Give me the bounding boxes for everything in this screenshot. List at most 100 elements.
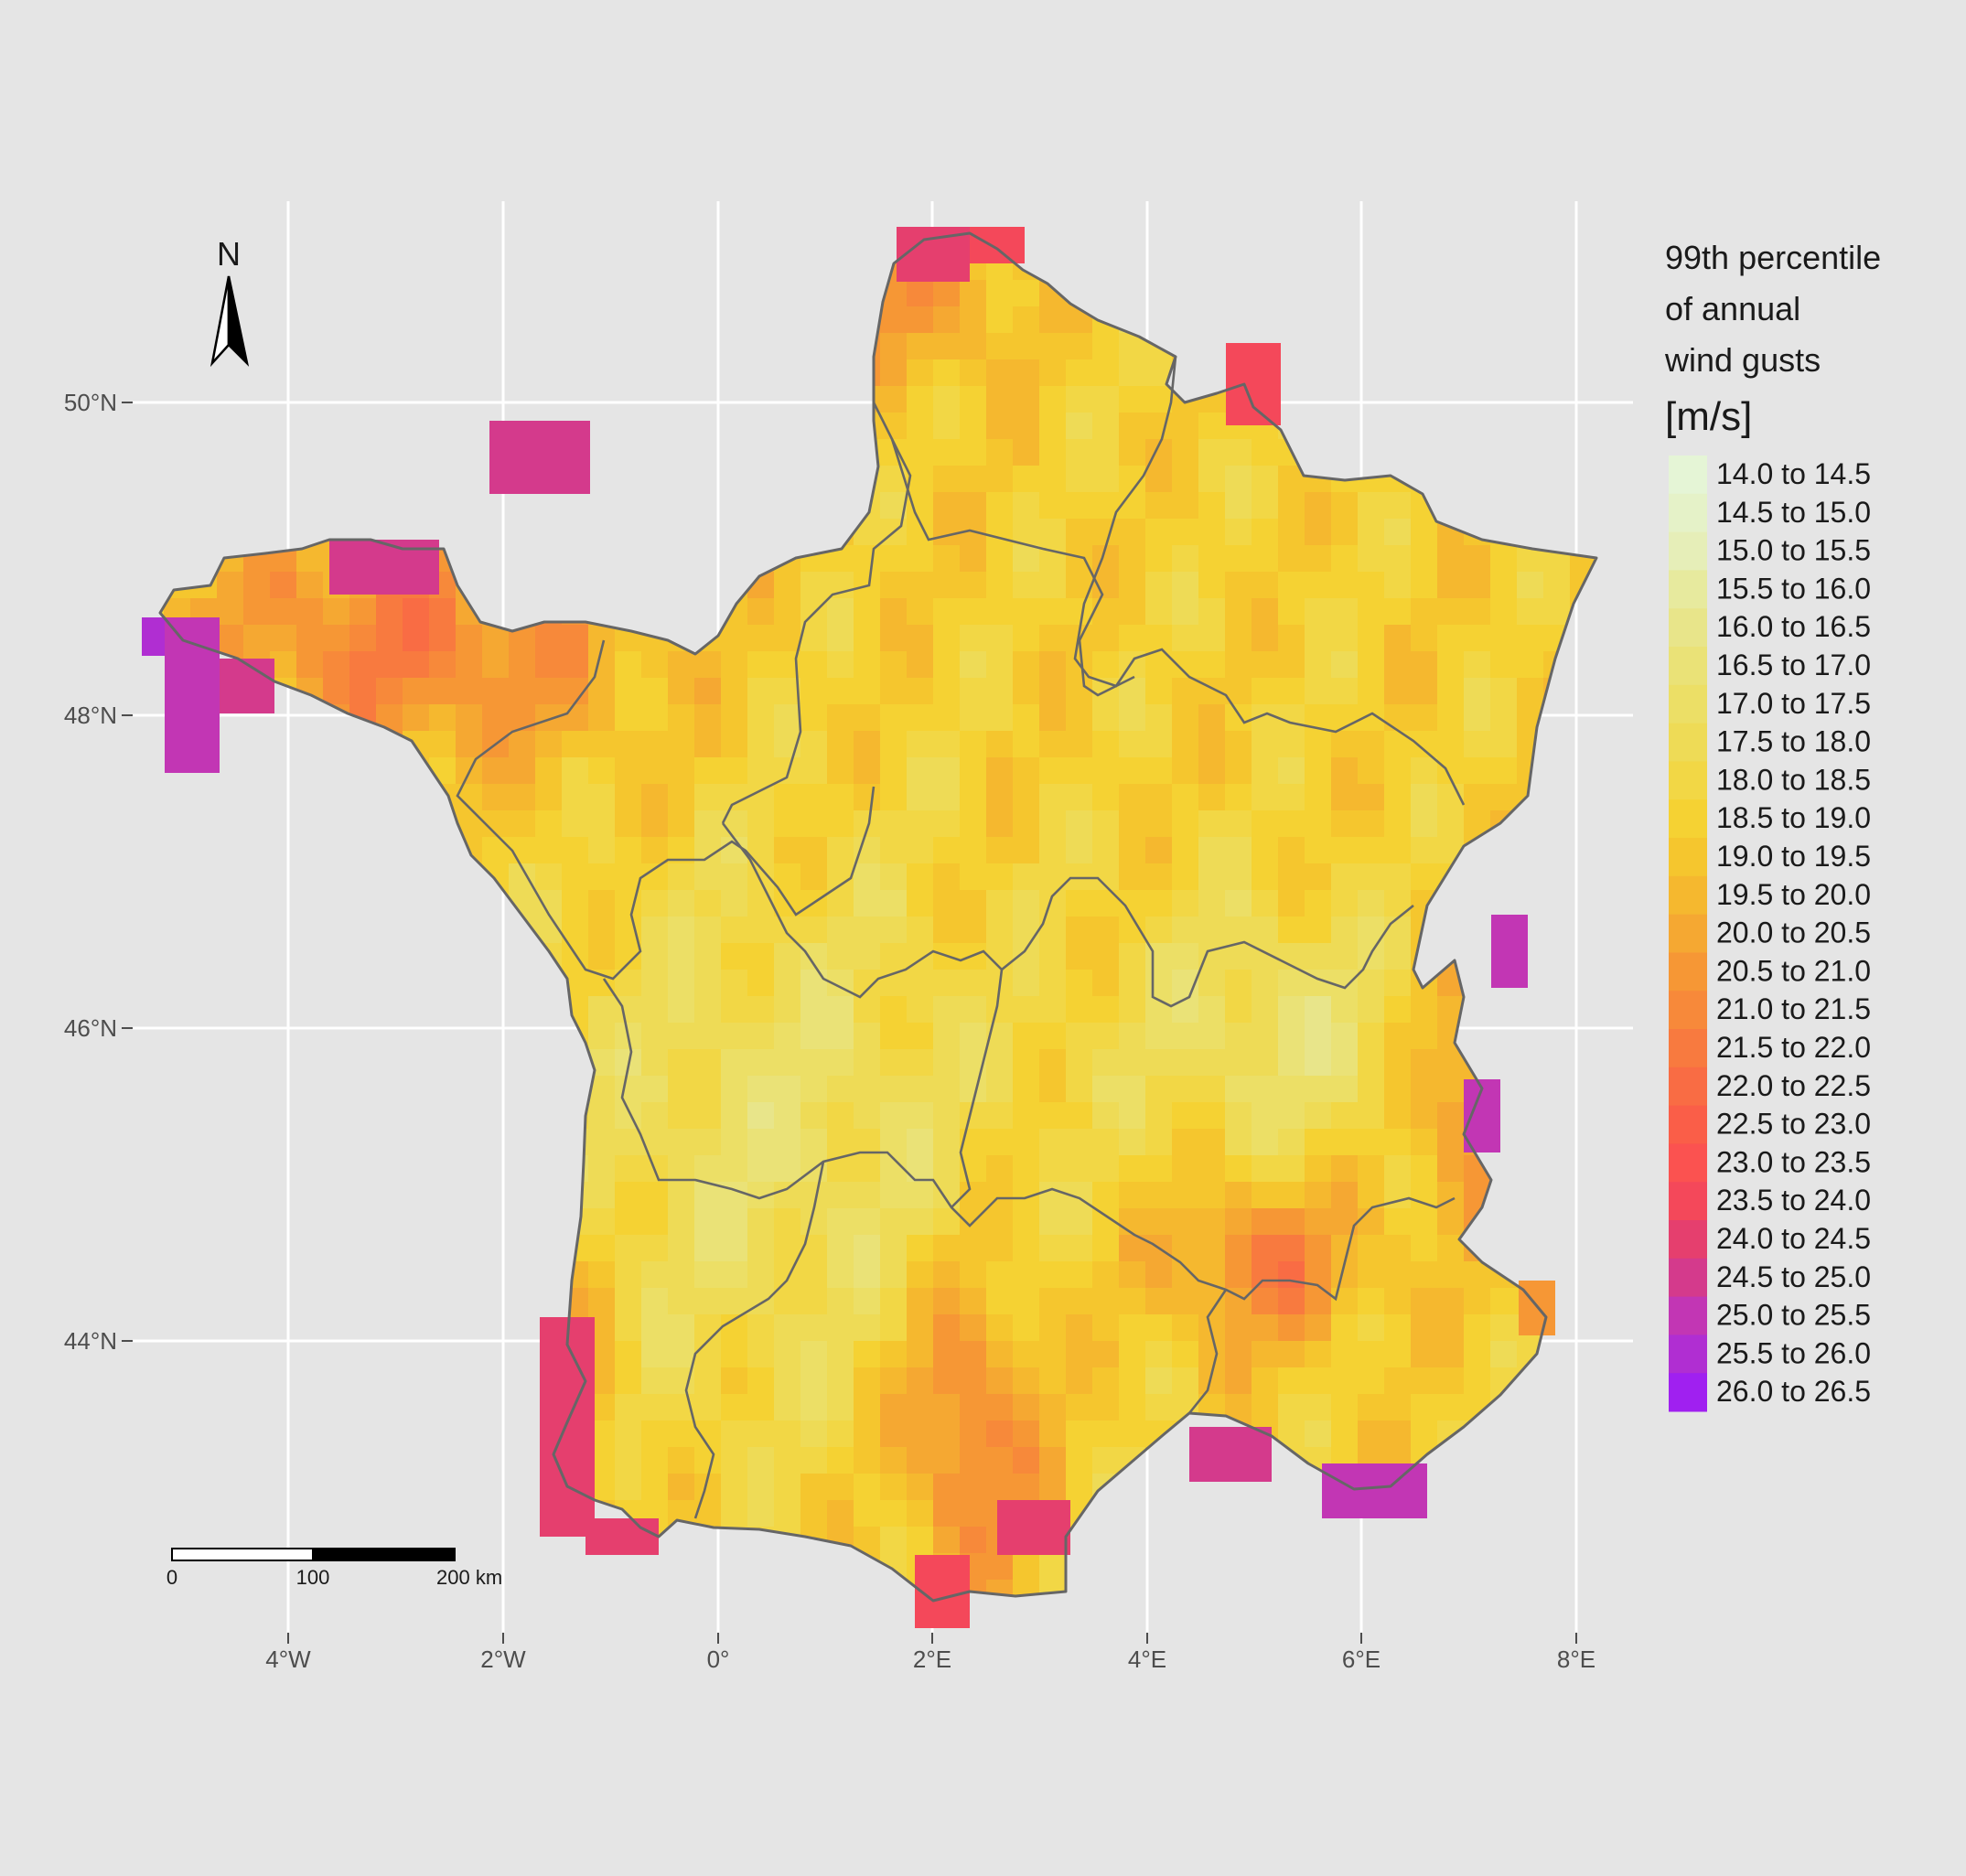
raster-cell [721,651,748,679]
raster-cell [800,1394,828,1421]
legend-swatch [1669,570,1707,609]
legend-swatch [1669,875,1707,916]
raster-cell [1384,970,1412,997]
raster-cell [349,1606,377,1634]
raster-cell [1189,1427,1272,1482]
raster-cell [1225,466,1252,493]
raster-cell [641,1129,669,1156]
raster-cell [1517,996,1544,1024]
raster-cell [1039,233,1067,254]
raster-cell [1172,1367,1199,1395]
raster-cell [854,359,881,387]
raster-cell [1119,572,1146,599]
raster-cell [588,1553,616,1581]
raster-cell [403,1606,430,1634]
raster-cell [880,306,908,334]
raster-cell [907,1341,934,1368]
raster-cell [1225,1182,1252,1209]
raster-cell [668,519,695,546]
raster-cell [1384,1553,1412,1581]
raster-cell [641,1341,669,1368]
raster-cell [1464,233,1491,254]
raster-cell [562,890,589,917]
raster-cell [1145,1580,1173,1601]
raster-cell [270,519,297,546]
raster-cell [615,492,642,520]
raster-cell [1517,1420,1544,1448]
raster-cell [296,1049,324,1077]
raster-cell [217,1474,244,1501]
raster-cell [986,890,1014,917]
raster-cell [641,678,669,705]
raster-cell [907,890,934,917]
raster-cell [1543,306,1571,334]
raster-cell [1384,280,1412,307]
raster-cell [668,731,695,758]
raster-cell [1119,1049,1146,1077]
raster-cell [588,413,616,440]
raster-cell [376,1288,403,1315]
raster-cell [323,1182,350,1209]
raster-cell [1278,1580,1305,1601]
raster-cell [1119,280,1146,307]
legend-label: 25.5 to 26.0 [1716,1336,1871,1369]
raster-cell [827,837,854,864]
lon-tick-label: 2°W [480,1646,526,1673]
region-boundary-2 [890,438,1135,697]
raster-cell [1225,598,1252,626]
raster-cell [1437,545,1465,573]
raster-cell [1092,439,1120,466]
raster-cell [1305,1182,1332,1209]
raster-cell [1013,784,1040,811]
raster-cell [217,439,244,466]
raster-cell [960,757,987,785]
raster-cell [164,359,191,387]
raster-cell [1172,413,1199,440]
raster-cell [1411,1553,1438,1581]
raster-cell [747,1155,775,1183]
raster-cell [1039,413,1067,440]
raster-cell [1543,837,1571,864]
raster-cell [1623,253,1650,281]
raster-cell [1145,1527,1173,1554]
raster-cell [1039,359,1067,387]
raster-cell [376,1367,403,1395]
raster-cell [800,704,828,732]
raster-cell [1570,1155,1596,1183]
raster-cell [1490,678,1518,705]
raster-cell [1172,1235,1199,1262]
raster-cell [1039,678,1067,705]
raster-cell [296,572,324,599]
raster-cell [747,1394,775,1421]
raster-cell [376,492,403,520]
raster-cell [1172,1633,1199,1660]
raster-cell [1119,519,1146,546]
raster-cell [668,386,695,413]
raster-cell [1013,1420,1040,1448]
raster-cell [721,1580,748,1601]
raster-cell [509,1606,536,1634]
raster-cell [668,545,695,573]
raster-cell [800,757,828,785]
raster-cell [774,253,801,281]
raster-cell [509,996,536,1024]
raster-cell [774,1076,801,1103]
raster-cell [1039,280,1067,307]
raster-cell [1596,784,1624,811]
raster-cell [482,359,510,387]
raster-cell [1225,1261,1252,1289]
raster-cell [960,1447,987,1474]
raster-cell [456,704,483,732]
raster-cell [1358,757,1385,785]
raster-cell [1066,731,1093,758]
raster-cell [349,996,377,1024]
raster-cell [1198,651,1226,679]
raster-cell [509,1288,536,1315]
raster-cell [641,439,669,466]
raster-cell [456,1527,483,1554]
raster-cell [1437,651,1465,679]
raster-cell [907,386,934,413]
raster-cell [933,863,961,891]
raster-cell [1517,651,1544,679]
raster-cell [482,678,510,705]
